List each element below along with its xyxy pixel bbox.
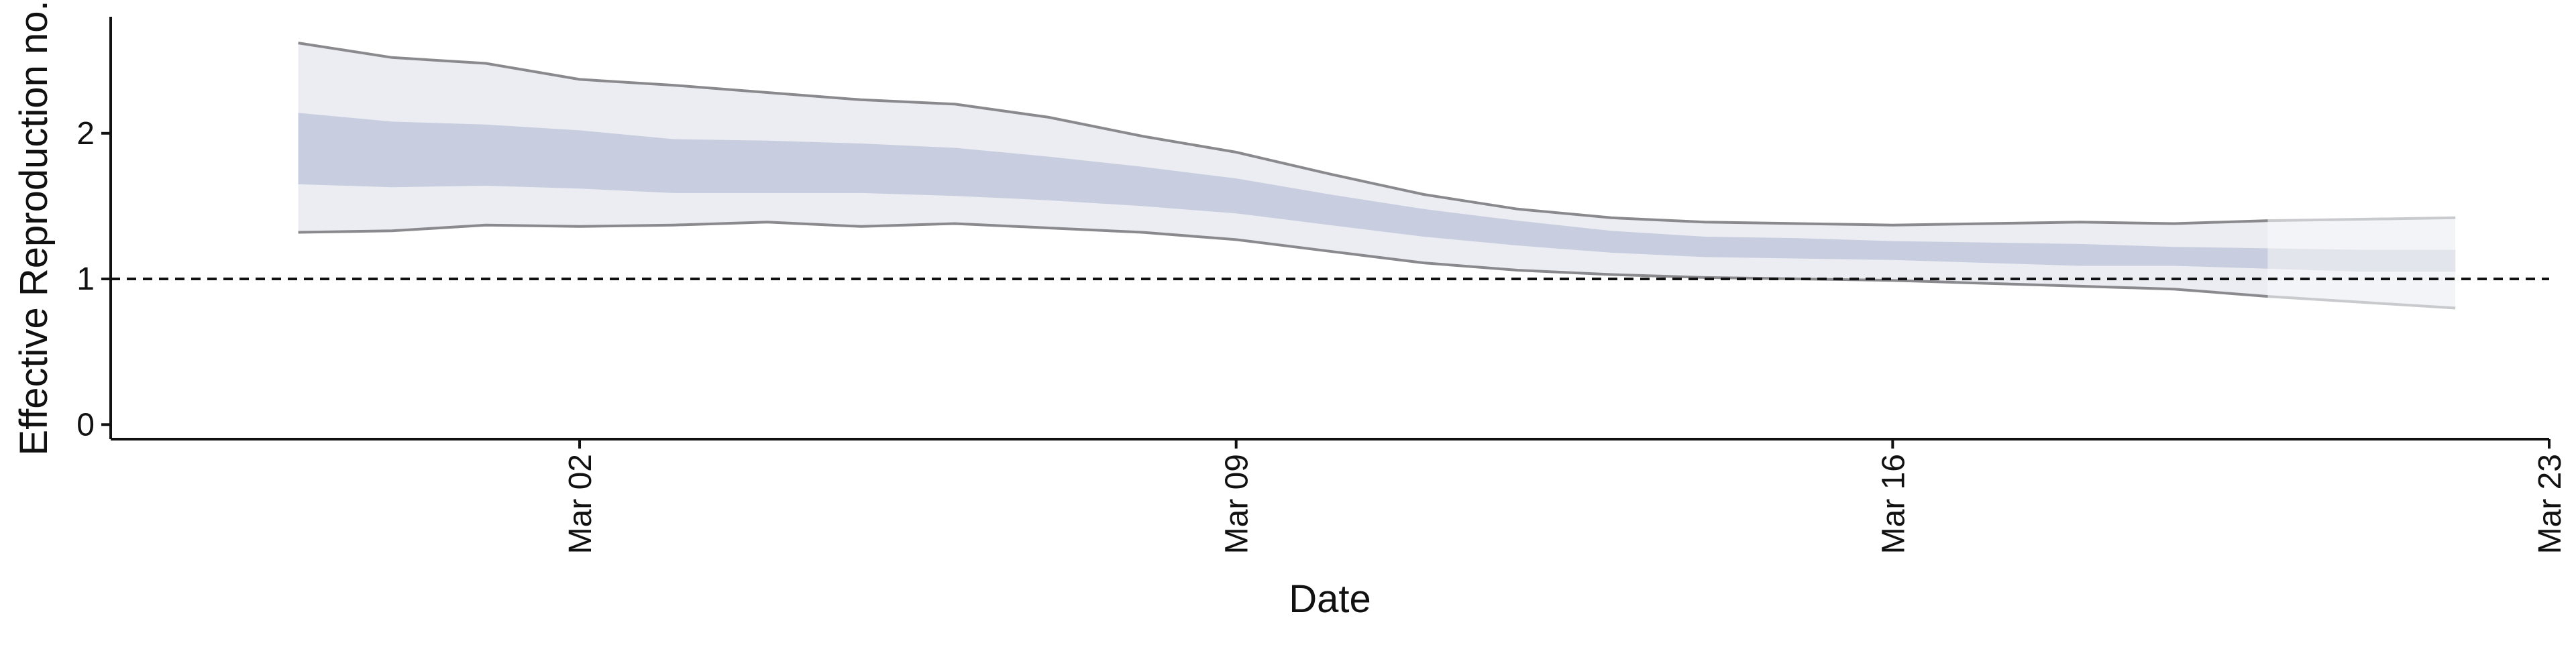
y-tick-label: 1 xyxy=(76,261,95,297)
y-tick-label: 0 xyxy=(76,407,95,443)
lower-bound-line-forecast xyxy=(2267,295,2456,310)
y-tick-label: 2 xyxy=(76,116,95,152)
uncertainty-bands xyxy=(298,43,2456,308)
axes: 0 1 2 Mar 02 Mar 09 Mar 16 Mar 23 xyxy=(76,17,2568,554)
x-tick-label: Mar 09 xyxy=(1220,454,1255,554)
y-axis-title: Effective Reproduction no. xyxy=(12,0,56,455)
bound-lines xyxy=(298,42,2456,310)
x-tick-label: Mar 23 xyxy=(2532,454,2568,554)
upper-bound-line xyxy=(298,42,2268,227)
band-50-estimate xyxy=(298,113,2268,269)
x-tick-label: Mar 16 xyxy=(1876,454,1911,554)
band-50-forecast xyxy=(2267,248,2456,272)
band-90-estimate xyxy=(298,43,2268,297)
x-tick-label: Mar 02 xyxy=(563,454,598,554)
lower-bound-line xyxy=(298,221,2268,298)
x-axis-title: Date xyxy=(1289,577,1371,621)
upper-bound-line-forecast xyxy=(2267,216,2456,223)
